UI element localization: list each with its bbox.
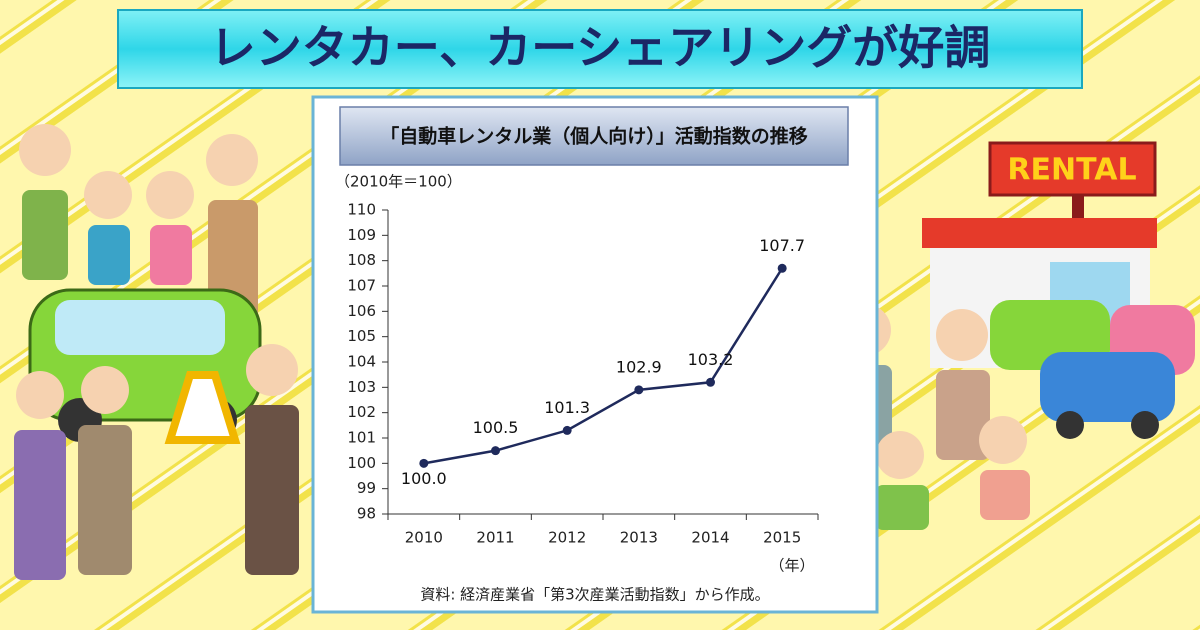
data-line (423, 267, 784, 465)
x-tick-label: 2014 (691, 529, 729, 547)
value-label: 102.9 (616, 357, 662, 376)
y-tick-label: 104 (347, 353, 376, 371)
source-note: 資料: 経済産業省「第3次産業活動指数」から作成。 (420, 586, 769, 604)
plot: 98 99 100 101 102 103 104 105 106 107 108 109 110 201… (347, 201, 819, 547)
x-tick-label: 2012 (548, 529, 586, 547)
x-tick-label: 2015 (763, 529, 801, 547)
y-tick-label: 106 (347, 302, 376, 320)
y-tick-label: 101 (347, 429, 376, 447)
value-label: 101.3 (544, 398, 590, 417)
data-point (562, 425, 572, 435)
data-point (634, 385, 644, 395)
y-tick-label: 105 (347, 327, 376, 345)
data-point (419, 458, 429, 468)
x-tick-label: 2011 (476, 529, 514, 547)
y-tick-label: 100 (347, 454, 376, 472)
banner-title: レンタカー、カーシェアリングが好調 (210, 21, 991, 75)
y-tick-label: 107 (347, 277, 376, 295)
chart-panel (311, 95, 879, 614)
value-label: 107.7 (759, 236, 805, 255)
y-tick-label: 109 (347, 226, 376, 244)
family-illustration (14, 124, 299, 580)
y-tick-label: 98 (357, 505, 376, 523)
value-label: 100.5 (473, 418, 519, 437)
y-tick-label: 99 (357, 479, 376, 497)
y-tick-label: 102 (347, 403, 376, 421)
x-tick-label: 2010 (405, 529, 443, 547)
x-tick-label: 2013 (620, 529, 658, 547)
banner-box (117, 9, 1083, 89)
y-tick-label: 103 (347, 378, 376, 396)
data-point (706, 377, 715, 387)
y-axis-unit: （2010年＝100） (335, 173, 462, 191)
chart-title-box (339, 106, 849, 166)
chart-title: 「自動車レンタル業（個人向け）」活動指数の推移 (380, 125, 808, 148)
rental-sign: RENTAL (1007, 153, 1136, 188)
data-point (491, 446, 500, 456)
data-point (777, 263, 787, 273)
value-label: 103.2 (688, 350, 734, 369)
y-tick-label: 110 (347, 201, 376, 219)
value-label: 100.0 (401, 469, 447, 488)
x-axis-unit: （年） (769, 557, 814, 575)
y-tick-label: 108 (347, 251, 376, 269)
